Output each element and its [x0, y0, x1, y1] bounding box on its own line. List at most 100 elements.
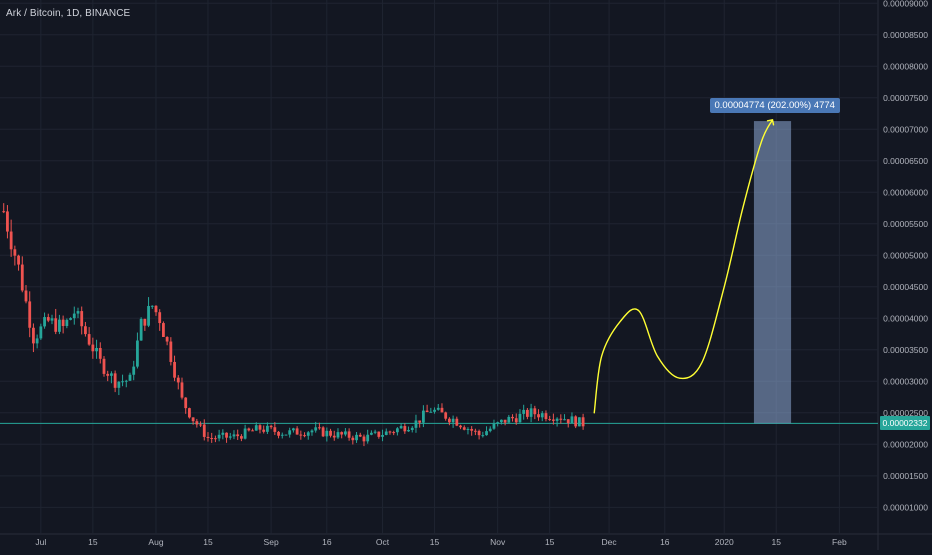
- candle-body: [485, 431, 488, 436]
- candle-body: [488, 428, 492, 432]
- candle-body: [481, 435, 485, 437]
- candle-body: [358, 434, 362, 437]
- candle-body: [447, 418, 451, 423]
- candle-body: [377, 431, 381, 437]
- candle-body: [221, 432, 225, 435]
- candle-body: [69, 318, 72, 320]
- y-tick-label: 0.00001500: [883, 471, 928, 481]
- candle-body: [136, 340, 139, 367]
- candle-body: [525, 409, 529, 417]
- candle-body: [410, 427, 414, 431]
- candle-body: [28, 301, 32, 328]
- time-axis[interactable]: Jul 15 Aug 15 Sep 16 Oct 15 Nov 15 Dec 16 2020 15 Feb: [35, 537, 847, 547]
- measure-range-box[interactable]: [753, 121, 792, 424]
- candle-body: [529, 408, 533, 417]
- candle-body: [121, 381, 124, 383]
- candle-body: [254, 425, 258, 431]
- candle-body: [158, 312, 162, 324]
- candle-body: [429, 411, 433, 413]
- candle-body: [50, 318, 54, 321]
- y-tick-label: 0.00002500: [883, 408, 928, 418]
- candle-body: [399, 426, 403, 429]
- candle-body: [162, 323, 165, 337]
- candle-body: [344, 431, 347, 435]
- x-tick-label: 2020: [715, 537, 734, 547]
- candle-body: [325, 430, 329, 437]
- candle-body: [240, 436, 243, 439]
- x-tick-label: Nov: [490, 537, 506, 547]
- projection-drawing[interactable]: [593, 118, 775, 414]
- candle-body: [87, 334, 91, 345]
- candle-body: [511, 416, 514, 419]
- candle-body: [24, 290, 28, 302]
- candle-body: [384, 431, 388, 435]
- candle-body: [43, 317, 46, 327]
- candle-body: [180, 382, 184, 398]
- candle-body: [388, 431, 392, 433]
- candle-body: [191, 417, 195, 422]
- y-tick-label: 0.00004500: [883, 282, 928, 292]
- current-price-tag: 0.00002332: [880, 416, 930, 431]
- candle-body: [173, 361, 176, 378]
- x-tick-label: 15: [88, 537, 98, 547]
- candle-body: [65, 319, 69, 326]
- candle-body: [459, 425, 462, 428]
- candle-body: [332, 435, 336, 438]
- candle-body: [403, 426, 407, 432]
- candle-body: [395, 428, 399, 433]
- candle-body: [418, 420, 422, 423]
- candle-body: [132, 366, 136, 375]
- price-axis[interactable]: 0.00001000 0.00001500 0.00002000 0.00002500…: [883, 0, 928, 512]
- candle-body: [32, 327, 35, 344]
- candle-body: [202, 424, 206, 437]
- candle-body: [522, 409, 526, 414]
- candle-body: [470, 428, 474, 431]
- candle-body: [318, 427, 321, 429]
- candle-body: [306, 432, 310, 436]
- candle-body: [436, 407, 440, 410]
- candle-body: [269, 425, 273, 428]
- y-tick-label: 0.00005000: [883, 250, 928, 260]
- candle-body: [540, 413, 544, 418]
- candle-body: [455, 418, 459, 426]
- y-tick-label: 0.00007500: [883, 93, 928, 103]
- candle-body: [574, 416, 578, 427]
- candle-body: [280, 434, 284, 436]
- candle-body: [421, 410, 425, 423]
- candle-body: [581, 417, 585, 427]
- x-tick-label: 15: [430, 537, 440, 547]
- candle-body: [288, 430, 292, 435]
- candle-body: [314, 427, 318, 431]
- candle-body: [251, 430, 254, 432]
- candle-body: [9, 231, 13, 250]
- candle-body: [329, 430, 332, 436]
- candle-body: [570, 416, 574, 424]
- candle-body: [425, 410, 429, 413]
- candle-body: [440, 407, 444, 413]
- candle-body: [243, 428, 247, 439]
- candle-body: [351, 437, 355, 441]
- y-tick-label: 0.00005500: [883, 219, 928, 229]
- x-tick-label: 15: [203, 537, 213, 547]
- candle-body: [559, 418, 563, 420]
- measure-label: 0.00004774 (202.00%) 4774: [709, 98, 840, 114]
- candle-body: [184, 397, 188, 409]
- candle-body: [206, 436, 210, 439]
- x-tick-label: Jul: [35, 537, 46, 547]
- candle-body: [373, 431, 377, 433]
- y-tick-label: 0.00001000: [883, 502, 928, 512]
- candle-body: [117, 381, 121, 388]
- candle-body: [61, 319, 65, 326]
- candle-body: [462, 427, 466, 430]
- candle-body: [76, 311, 80, 314]
- y-tick-label: 0.00002000: [883, 439, 928, 449]
- candle-body: [58, 319, 61, 332]
- y-tick-label: 0.00008500: [883, 30, 928, 40]
- candle-body: [236, 434, 240, 437]
- candle-body: [340, 432, 344, 435]
- candle-body: [496, 422, 500, 424]
- candle-body: [188, 408, 191, 418]
